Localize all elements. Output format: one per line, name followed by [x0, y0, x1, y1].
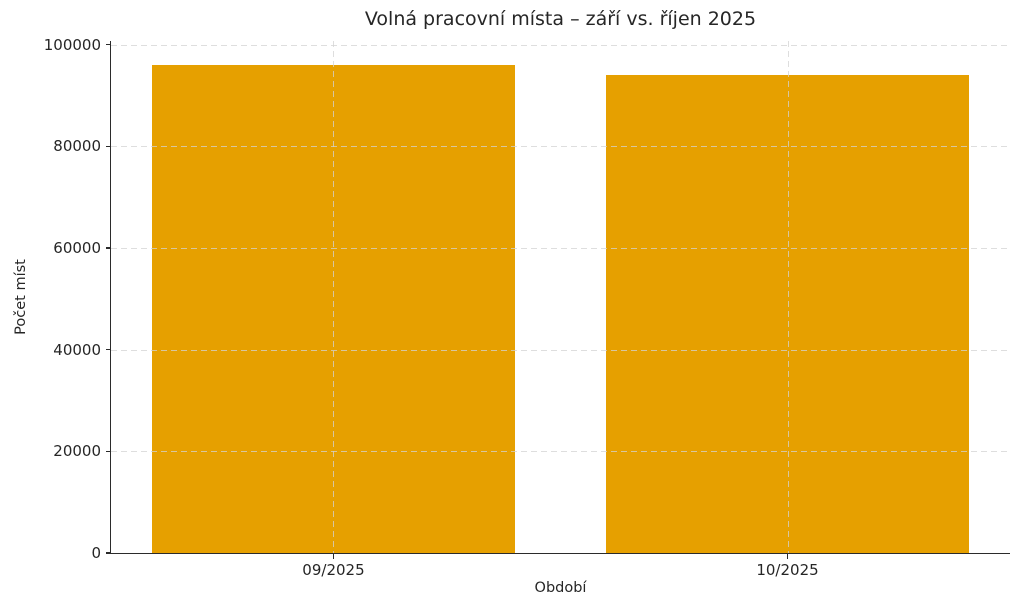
- y-tick-label-60000: 60000: [53, 238, 101, 257]
- y-tick-label-20000: 20000: [53, 442, 101, 461]
- y-tick-0: [105, 552, 110, 554]
- y-tick-label-80000: 80000: [53, 137, 101, 156]
- y-tick-100000: [105, 43, 110, 46]
- y-tick-label-0: 0: [91, 544, 101, 562]
- h-gridline-60000: [111, 247, 1010, 249]
- bar-10/2025: [605, 75, 970, 553]
- h-gridline-100000: [111, 44, 1010, 46]
- y-tick-label-40000: 40000: [53, 340, 101, 359]
- y-axis-label: Počet míst: [13, 259, 29, 335]
- y-tick-40000: [105, 349, 110, 351]
- x-tick-label-10/2025: 10/2025: [756, 561, 819, 579]
- y-axis-spine: [109, 41, 111, 555]
- y-tick-20000: [105, 450, 110, 452]
- chart-title: Volná pracovní místa – září vs. říjen 20…: [364, 8, 757, 30]
- h-gridline-20000: [111, 451, 1010, 453]
- y-tick-80000: [105, 145, 110, 147]
- x-tick-10/2025: [786, 554, 789, 559]
- y-tick-60000: [105, 247, 110, 249]
- h-gridline-40000: [111, 349, 1010, 351]
- h-gridline-80000: [111, 146, 1010, 148]
- v-gridline-10/2025: [787, 41, 789, 553]
- x-axis-spine: [109, 553, 1010, 555]
- x-axis-label: Období: [534, 580, 587, 596]
- x-tick-label-09/2025: 09/2025: [302, 561, 365, 579]
- x-tick-09/2025: [332, 554, 335, 559]
- y-tick-label-100000: 100000: [43, 35, 101, 54]
- v-gridline-09/2025: [333, 41, 335, 553]
